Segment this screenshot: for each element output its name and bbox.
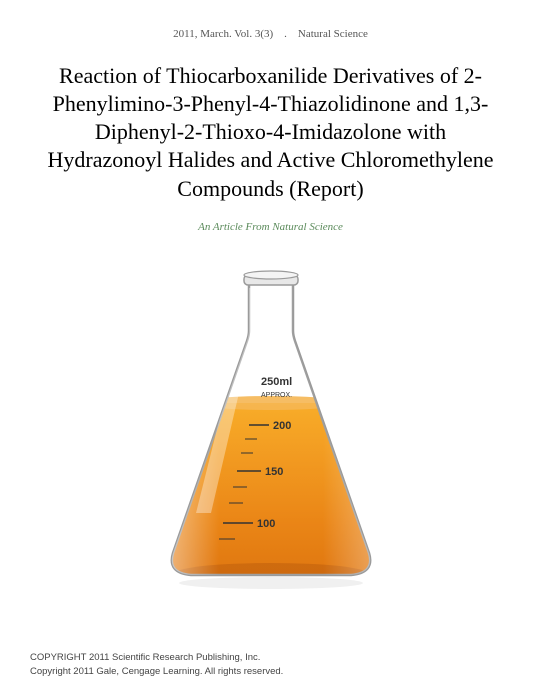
flask-tick-150: 150 (265, 466, 283, 478)
copyright-footer: COPYRIGHT 2011 Scientific Research Publi… (30, 651, 283, 678)
article-subtitle: An Article From Natural Science (0, 203, 541, 233)
header-separator: . (284, 28, 287, 40)
flask-label-approx: APPROX. (261, 392, 292, 399)
copyright-line-1: COPYRIGHT 2011 Scientific Research Publi… (30, 651, 283, 664)
flask-tick-200: 200 (273, 420, 291, 432)
copyright-line-2: Copyright 2011 Gale, Cengage Learning. A… (30, 665, 283, 678)
article-title: Reaction of Thiocarboxanilide Derivative… (0, 40, 541, 203)
journal-name: Natural Science (298, 28, 368, 40)
flask-label-250: 250ml (261, 376, 292, 388)
flask-illustration: 250ml APPROX. 200 150 100 (0, 233, 541, 593)
erlenmeyer-flask-icon: 250ml APPROX. 200 150 100 (141, 253, 401, 593)
issue-header: 2011, March. Vol. 3(3) . Natural Science (0, 0, 541, 40)
flask-tick-100: 100 (257, 518, 275, 530)
issue-text: 2011, March. Vol. 3(3) (173, 28, 273, 40)
